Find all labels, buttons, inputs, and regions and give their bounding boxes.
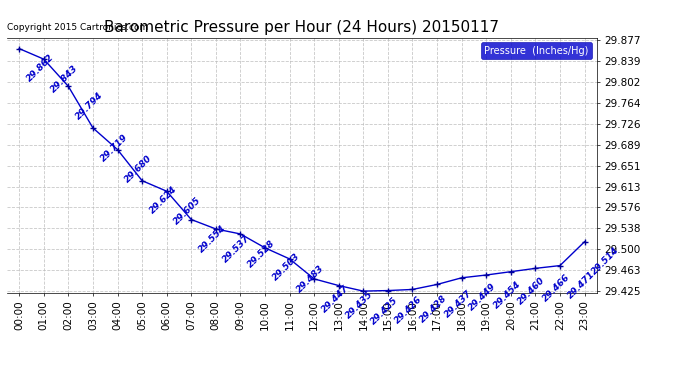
Text: 29.794: 29.794 <box>74 90 105 122</box>
Text: 29.428: 29.428 <box>418 294 449 324</box>
Text: 29.514: 29.514 <box>590 246 621 277</box>
Text: 29.528: 29.528 <box>246 238 277 269</box>
Text: 29.624: 29.624 <box>148 185 179 216</box>
Text: Copyright 2015 Cartronics.com: Copyright 2015 Cartronics.com <box>7 23 148 32</box>
Text: 29.483: 29.483 <box>295 263 326 294</box>
Text: 29.503: 29.503 <box>270 252 302 283</box>
Text: 29.471: 29.471 <box>566 270 596 301</box>
Text: 29.449: 29.449 <box>467 282 498 313</box>
Title: Barometric Pressure per Hour (24 Hours) 20150117: Barometric Pressure per Hour (24 Hours) … <box>104 20 500 35</box>
Legend: Pressure  (Inches/Hg): Pressure (Inches/Hg) <box>481 42 592 59</box>
Text: 29.425: 29.425 <box>369 295 400 326</box>
Text: 29.719: 29.719 <box>99 132 129 163</box>
Text: 29.460: 29.460 <box>516 276 547 307</box>
Text: 29.466: 29.466 <box>541 273 572 303</box>
Text: 29.680: 29.680 <box>123 154 154 184</box>
Text: 29.537: 29.537 <box>221 233 253 264</box>
Text: 29.605: 29.605 <box>172 195 203 226</box>
Text: 29.426: 29.426 <box>393 295 424 326</box>
Text: 29.843: 29.843 <box>49 63 80 94</box>
Text: 29.554: 29.554 <box>197 224 228 255</box>
Text: 29.435: 29.435 <box>344 290 375 321</box>
Text: 29.862: 29.862 <box>25 53 56 84</box>
Text: 29.454: 29.454 <box>492 279 522 310</box>
Text: 29.447: 29.447 <box>319 283 351 314</box>
Text: 29.437: 29.437 <box>442 289 473 320</box>
